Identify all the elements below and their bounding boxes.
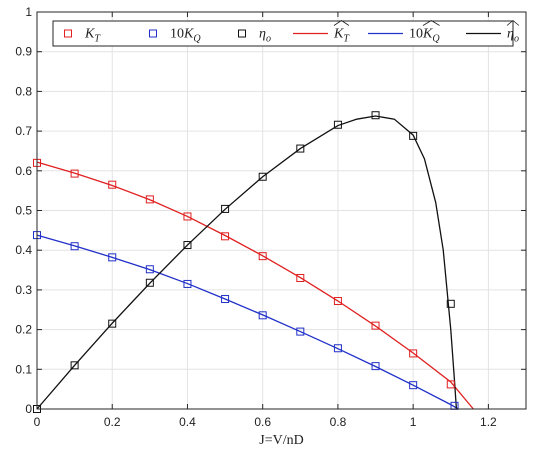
legend-label: ηo [259,27,271,45]
legend-label: KT [84,27,101,45]
measured-point [409,131,418,140]
x-tick-label: 0.4 [179,415,196,429]
measured-point [333,120,342,129]
measured-point [145,278,154,287]
legend-label-symbol: K [183,27,194,42]
measured-point [108,319,117,328]
legend-label-prefix: 10 [409,27,423,42]
legend-label-symbol: K [422,27,433,42]
legend-hat-mark [333,20,350,26]
y-tick-label: 0.8 [15,84,32,98]
legend-hat-mark [506,19,520,26]
x-tick-label: 1.2 [480,415,497,429]
y-tick-label: 0.1 [15,362,32,376]
fitted-curves [36,115,474,410]
legend-label-subscript: o [266,34,271,45]
y-tick-label: 0.4 [15,243,32,257]
measured-point [371,321,380,330]
measured-point [70,361,79,370]
legend-label-symbol: η [259,27,266,42]
y-tick-label: 0.6 [15,164,32,178]
legend-label: ηo [507,27,519,45]
measured-point [296,327,305,336]
measured-point [183,279,192,288]
x-tick-label: 0.6 [254,415,271,429]
y-tick-label: 0 [25,402,32,416]
measured-point [183,212,192,221]
measured-point [446,299,455,308]
legend-box [52,20,514,47]
x-tick-label: 0.2 [104,415,121,429]
y-tick-label: 0.7 [15,124,32,138]
measured-point [70,242,79,251]
legend-label-prefix: 10 [170,27,184,42]
legend-label: KT [333,27,350,45]
grid-layer [37,12,526,409]
measured-markers [33,111,459,413]
measured-point [70,169,79,178]
legend-hat-mark [422,20,440,26]
measured-point [258,172,267,181]
fitted-curve-2 [36,115,458,410]
measured-point [221,295,230,304]
measured-point [221,232,230,241]
measured-point [333,297,342,306]
measured-point [145,195,154,204]
y-tick-label: 0.9 [15,45,32,59]
axis-ticks: 00.10.20.30.40.50.60.70.80.910 0.2 0.4 0.6 0… [15,5,526,429]
fitted-curve-0 [36,161,474,410]
measured-point [296,144,305,153]
fitted-curve-1 [36,234,459,410]
measured-point [371,362,380,371]
legend-label-subscript: T [343,34,350,45]
measured-point [296,273,305,282]
measured-point [409,381,418,390]
legend-label-symbol: η [507,27,514,42]
x-tick-label: 1 [410,415,417,429]
legend-marker [149,29,157,38]
y-tick-label: 0.3 [15,283,32,297]
measured-point [145,265,154,274]
x-tick-label: 0 [34,415,41,429]
x-tick-label: 0.8 [330,415,347,429]
legend-marker [238,29,246,38]
legend-marker [64,29,72,38]
legend-label: 10KQ [170,27,201,45]
measured-point [258,252,267,261]
measured-point [409,349,418,358]
measured-point [221,204,230,213]
legend-label-subscript: Q [193,34,201,45]
legend: KT 10KQ ηo KT 10KQ ηo [52,19,520,47]
legend-label: 10KQ [409,27,440,45]
measured-point [446,380,455,389]
measured-point [333,344,342,353]
x-axis-label: J=V/nD [259,433,303,448]
measured-point [108,253,117,262]
legend-label-symbol: K [333,27,344,42]
measured-point [258,311,267,320]
measured-point [183,241,192,250]
legend-label-subscript: Q [432,34,440,45]
legend-label-symbol: K [84,27,95,42]
y-tick-label: 1 [25,5,32,19]
y-tick-label: 0.5 [15,204,32,218]
legend-label-subscript: o [514,34,519,45]
measured-point [108,180,117,189]
y-tick-label: 0.2 [15,323,32,337]
legend-label-subscript: T [94,34,101,45]
measured-point [371,111,380,120]
